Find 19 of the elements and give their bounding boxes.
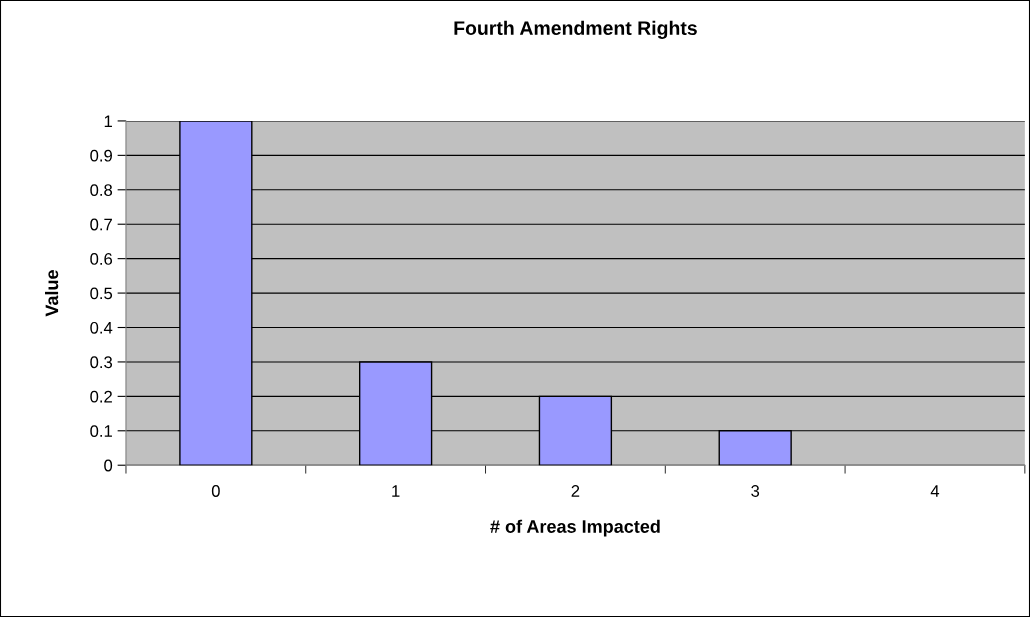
- y-axis-title: Value: [45, 270, 59, 317]
- x-tick-label: 2: [571, 485, 580, 497]
- y-tick-label: 0.6: [90, 253, 113, 265]
- y-tick-label: 0: [104, 459, 113, 472]
- x-tick-label: 3: [751, 485, 760, 497]
- x-tick-label: 1: [392, 485, 400, 497]
- y-tick-label: 0.4: [90, 321, 113, 334]
- y-tick-label: 0.3: [90, 356, 113, 369]
- y-tick-label: 0.7: [90, 218, 112, 231]
- y-tick-label: 0.5: [90, 287, 113, 300]
- y-tick-label: 1: [104, 115, 112, 127]
- x-axis-title: # of Areas Impacted: [490, 519, 660, 537]
- x-tick-label: 4: [930, 485, 940, 497]
- y-tick-label: 0.2: [90, 390, 112, 403]
- y-tick-label: 0.9: [90, 149, 112, 162]
- x-tick-label: 0: [211, 485, 220, 497]
- chart-title: Fourth Amendment Rights: [454, 20, 697, 39]
- y-tick-label: 0.1: [90, 425, 112, 437]
- y-tick-label: 0.8: [90, 184, 113, 196]
